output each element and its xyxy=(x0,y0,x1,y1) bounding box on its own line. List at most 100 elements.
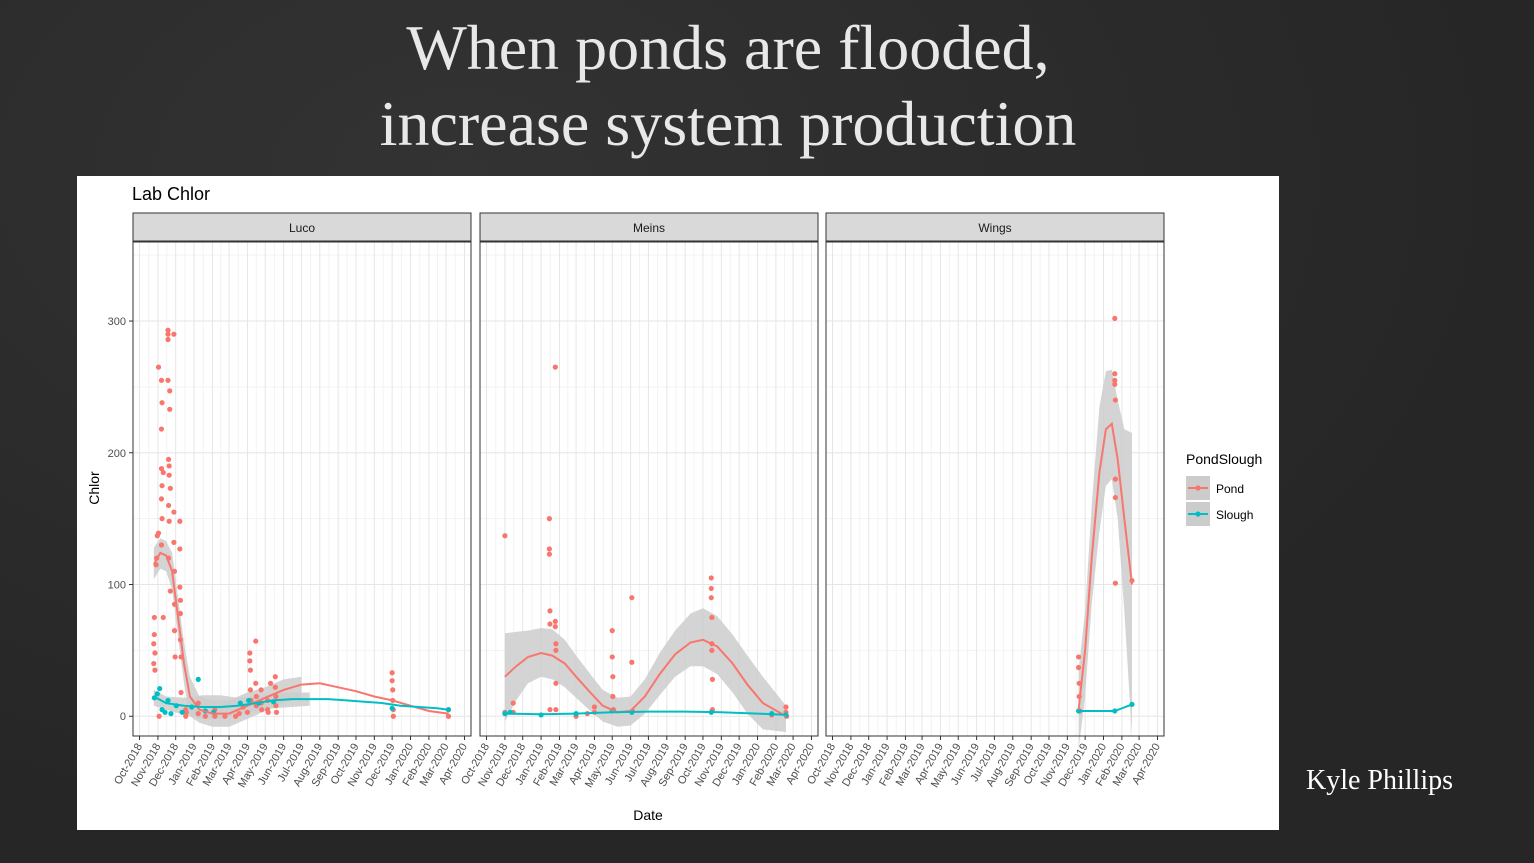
data-point-pond xyxy=(390,713,396,719)
data-point-pond xyxy=(152,667,158,673)
data-point-pond xyxy=(171,539,177,545)
data-point-pond xyxy=(236,711,242,717)
legend-point-pond xyxy=(1195,485,1201,491)
x-axis-label: Date xyxy=(633,807,663,823)
data-point-pond xyxy=(253,693,259,700)
data-point-pond xyxy=(247,658,253,664)
data-point-pond xyxy=(177,584,183,590)
data-point-pond xyxy=(158,542,165,548)
smooth-line-pond xyxy=(1077,421,1133,710)
data-point-pond xyxy=(195,700,201,706)
data-point-pond xyxy=(1076,664,1082,671)
data-point-pond xyxy=(591,704,598,710)
data-point-pond xyxy=(165,331,171,337)
data-point-pond xyxy=(273,703,279,709)
data-point-pond xyxy=(152,650,158,656)
data-point-pond xyxy=(155,530,162,536)
data-point-pond xyxy=(553,647,559,653)
data-point-pond xyxy=(247,650,253,656)
data-point-pond xyxy=(159,483,165,489)
panel-background xyxy=(826,242,1164,736)
smooth-line-slough xyxy=(504,710,787,716)
y-tick-label: 300 xyxy=(108,316,126,328)
data-point-pond xyxy=(389,670,395,676)
data-point-slough xyxy=(195,676,201,682)
data-point-slough xyxy=(168,711,174,717)
confidence-ribbon-pond xyxy=(504,608,786,732)
data-point-pond xyxy=(177,610,184,617)
data-point-pond xyxy=(629,595,635,601)
data-point-pond xyxy=(609,654,615,660)
confidence-ribbon-slough xyxy=(153,689,310,719)
y-axis: 0 100 200 300 xyxy=(108,316,133,723)
data-point-pond xyxy=(212,713,218,719)
data-point-pond xyxy=(272,674,278,680)
data-point-pond xyxy=(171,331,177,337)
slide-title-line-2: increase system production xyxy=(379,88,1077,159)
smooth-line-slough xyxy=(153,695,449,711)
data-point-pond xyxy=(159,400,165,406)
chart-title: Lab Chlor xyxy=(132,184,210,204)
panel-border xyxy=(825,241,1165,737)
data-point-pond xyxy=(708,575,714,581)
facet-strip xyxy=(479,212,819,242)
data-point-pond xyxy=(272,684,278,690)
legend-title: PondSlough xyxy=(1186,451,1262,467)
data-point-pond xyxy=(1076,654,1082,660)
data-point-pond xyxy=(552,624,558,630)
data-point-pond xyxy=(167,388,173,394)
data-point-pond xyxy=(156,713,162,719)
chart-container: Lab Chlor Chlor Date Luco Oct-2018 Nov-201… xyxy=(77,176,1279,830)
facet-strip-label: Luco xyxy=(289,221,315,235)
data-point-pond xyxy=(167,588,173,594)
data-point-pond xyxy=(553,680,559,686)
data-point-pond xyxy=(390,687,396,693)
data-point-pond xyxy=(1112,377,1118,383)
data-point-pond xyxy=(709,614,715,621)
data-point-pond xyxy=(177,546,183,552)
data-point-pond xyxy=(167,485,173,491)
data-point-pond xyxy=(244,709,251,715)
slide-title: When ponds are flooded, increase system … xyxy=(0,10,1456,162)
facet-panels: LucoOct-2018Nov-2018Dec-2018Jan-2019Feb-… xyxy=(108,212,1165,790)
data-point-pond xyxy=(547,707,553,713)
data-point-pond xyxy=(547,621,553,627)
data-point-pond xyxy=(177,597,184,603)
y-tick-label: 100 xyxy=(108,580,126,592)
data-point-pond xyxy=(165,456,172,462)
data-point-pond xyxy=(445,713,452,719)
data-point-pond xyxy=(151,614,157,621)
data-point-pond xyxy=(259,707,265,713)
y-axis-label: Chlor xyxy=(86,471,102,505)
panel-border xyxy=(132,241,472,737)
data-point-pond xyxy=(253,638,259,644)
data-point-pond xyxy=(610,693,616,700)
data-point-pond xyxy=(165,336,171,343)
data-point-pond xyxy=(166,518,172,524)
data-point-pond xyxy=(1112,371,1118,377)
data-point-pond xyxy=(610,674,616,680)
data-point-pond xyxy=(151,641,157,647)
facet-strip xyxy=(132,212,472,242)
facet-strip-label: Meins xyxy=(633,221,665,235)
data-point-pond xyxy=(1112,580,1118,586)
legend-point-slough xyxy=(1195,511,1201,517)
data-point-pond xyxy=(708,595,714,601)
data-point-pond xyxy=(183,709,189,715)
data-point-pond xyxy=(1112,494,1118,501)
data-point-pond xyxy=(389,678,395,684)
data-point-pond xyxy=(160,469,166,476)
data-point-slough xyxy=(154,691,160,697)
smooth-line-slough xyxy=(1078,703,1133,712)
data-point-pond xyxy=(247,687,254,693)
data-point-pond xyxy=(609,628,615,634)
data-point-pond xyxy=(195,711,201,717)
data-point-pond xyxy=(552,618,558,624)
legend-label-slough: Slough xyxy=(1216,508,1253,522)
legend: PondSlough PondSlough xyxy=(1186,451,1262,526)
data-point-pond xyxy=(171,509,177,515)
data-point-pond xyxy=(510,700,516,706)
data-point-pond xyxy=(267,680,274,686)
data-point-pond xyxy=(709,676,716,682)
data-point-pond xyxy=(160,614,166,621)
